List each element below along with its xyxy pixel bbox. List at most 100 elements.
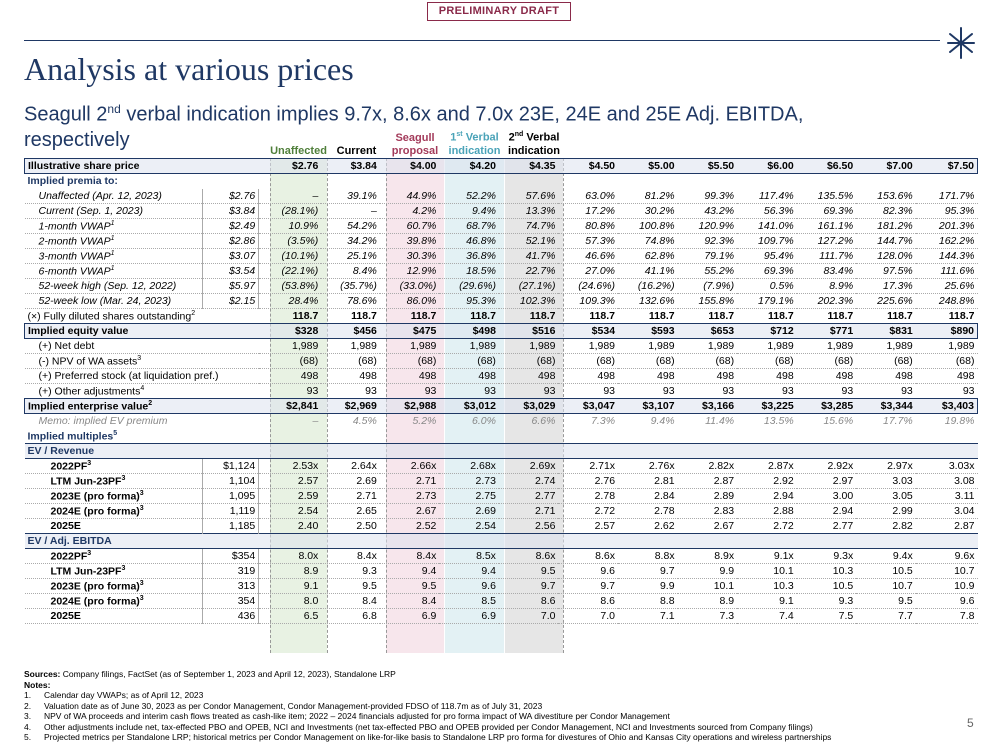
value-cell: 8.9 <box>677 593 738 609</box>
multiples-section-label: Implied multiples5 <box>27 429 118 443</box>
footnote-text: Valuation date as of June 30, 2023 as pe… <box>44 700 543 711</box>
value-cell: 2.71 <box>379 473 440 489</box>
value-cell: (16.2%) <box>618 278 678 294</box>
sources-line: Sources: Company filings, FactSet (as of… <box>24 669 396 679</box>
ev-ebitda-row-label: 2023E (pro forma)3 <box>24 578 203 594</box>
value-cell: 62.8% <box>618 248 678 264</box>
value-cell: – <box>258 188 322 204</box>
value-cell: 201.3% <box>915 218 978 234</box>
value-cell: 2.57 <box>558 518 619 534</box>
value-cell: 34.2% <box>321 233 380 249</box>
reference-price: $3.07 <box>201 248 260 264</box>
value-cell: 498 <box>439 368 499 384</box>
value-cell: 8.6 <box>558 593 619 609</box>
value-cell: 2.67 <box>379 503 440 519</box>
value-cell: 2.50 <box>321 518 380 534</box>
valuation-table: Illustrative share price $2.76 $3.84 $4.00 $… <box>23 158 978 624</box>
value-cell: 30.2% <box>618 203 678 219</box>
page-subtitle: Seagull 2nd verbal indication implies 9.… <box>24 102 804 151</box>
value-cell: 2.62 <box>618 518 678 534</box>
enterprise-value-label: Implied enterprise value2 <box>23 398 259 414</box>
value-cell: 93 <box>677 383 738 399</box>
metric-value: $1,124 <box>201 458 260 474</box>
value-cell: 498 <box>915 368 978 384</box>
value-cell: 2.81 <box>618 473 678 489</box>
value-cell: 118.7 <box>827 310 854 322</box>
value-cell: 2.57 <box>258 473 322 489</box>
value-cell: 2.64x <box>321 458 380 474</box>
notes-heading: Notes: <box>24 679 51 690</box>
value-cell: $3,225 <box>737 398 797 414</box>
value-cell: 10.7 <box>915 563 978 579</box>
metric-value: 313 <box>201 578 260 594</box>
value-cell: 118.7 <box>529 310 556 322</box>
value-cell: 7.4 <box>737 608 797 624</box>
value-cell: 8.9% <box>796 278 857 294</box>
value-cell: 9.6 <box>439 578 499 594</box>
column-header-verbal1: 1st Verbal indication <box>448 131 501 157</box>
value-cell: $3,047 <box>558 398 619 414</box>
ev-ebitda-section-row: EV / Adj. EBITDA <box>24 533 978 549</box>
value-cell: $7.50 <box>915 158 978 174</box>
reference-price: $2.49 <box>201 218 260 234</box>
value-cell: 109.7% <box>737 233 797 249</box>
header-rule <box>24 40 940 41</box>
value-cell: 9.6 <box>915 593 978 609</box>
value-cell: 97.5% <box>856 263 916 279</box>
column-header-current: Current <box>336 145 377 157</box>
value-cell: 162.2% <box>915 233 978 249</box>
value-cell: 2.69x <box>498 458 559 474</box>
value-cell: 1,989 <box>618 338 678 354</box>
value-cell: 2.94 <box>796 503 857 519</box>
value-cell: 7.0 <box>558 608 619 624</box>
value-cell: (7.9%) <box>677 278 738 294</box>
value-cell: 109.3% <box>558 293 619 309</box>
value-cell: 10.3 <box>796 563 857 579</box>
value-cell: 69.3% <box>737 263 797 279</box>
value-cell: 141.0% <box>737 218 797 234</box>
value-cell: 13.5% <box>763 415 794 428</box>
ev-revenue-row-label: 2024E (pro forma)3 <box>24 503 203 519</box>
metric-value: 354 <box>201 593 260 609</box>
value-cell: 1,989 <box>258 338 322 354</box>
value-cell: 2.99 <box>856 503 916 519</box>
value-cell: (68) <box>915 353 978 369</box>
value-cell: 2.89 <box>677 488 738 504</box>
ev-ebitda-row: LTM Jun-23PF3 319 8.9 9.3 9.4 9.4 9.5 9.6 9.7 9.9… <box>24 563 978 579</box>
value-cell: (10.1%) <box>258 248 322 264</box>
value-cell: 9.5 <box>379 578 440 594</box>
value-cell: 2.69 <box>439 503 499 519</box>
premia-row: 2-month VWAP1 $2.86 (3.5%) 34.2% 39.8% 46.8% 5… <box>24 233 978 249</box>
value-cell: 144.3% <box>915 248 978 264</box>
value-cell: 10.7 <box>856 578 916 594</box>
value-cell: 2.56 <box>498 518 559 534</box>
value-cell: 498 <box>379 368 440 384</box>
value-cell: 63.0% <box>558 188 619 204</box>
value-cell: 144.7% <box>856 233 916 249</box>
value-cell: (53.8%) <box>258 278 322 294</box>
value-cell: 6.9 <box>439 608 499 624</box>
reference-price: $3.84 <box>201 203 260 219</box>
value-cell: 6.6% <box>531 415 556 428</box>
value-cell: 9.9 <box>677 563 738 579</box>
value-cell: 9.6 <box>558 563 619 579</box>
value-cell: (24.6%) <box>558 278 619 294</box>
value-cell: 2.78 <box>558 488 619 504</box>
value-cell: 2.88 <box>737 503 797 519</box>
value-cell: $475 <box>379 323 440 339</box>
value-cell: 2.72 <box>737 518 797 534</box>
value-cell: (68) <box>796 353 857 369</box>
value-cell: 498 <box>258 368 322 384</box>
value-cell: 1,989 <box>796 338 857 354</box>
value-cell: $456 <box>321 323 380 339</box>
value-cell: $2,841 <box>258 398 322 414</box>
value-cell: $516 <box>498 323 559 339</box>
footnote-number: 3. <box>24 711 32 721</box>
metric-value: 1,104 <box>201 473 260 489</box>
value-cell: 2.76x <box>618 458 678 474</box>
footnote-text: Projected metrics per Standalone LRP; hi… <box>44 732 832 742</box>
value-cell: $4.50 <box>558 158 619 174</box>
value-cell: 498 <box>558 368 619 384</box>
premia-row: Unaffected (Apr. 12, 2023) $2.76–39.1% 44.… <box>24 188 978 204</box>
page-number: 5 <box>967 716 974 730</box>
